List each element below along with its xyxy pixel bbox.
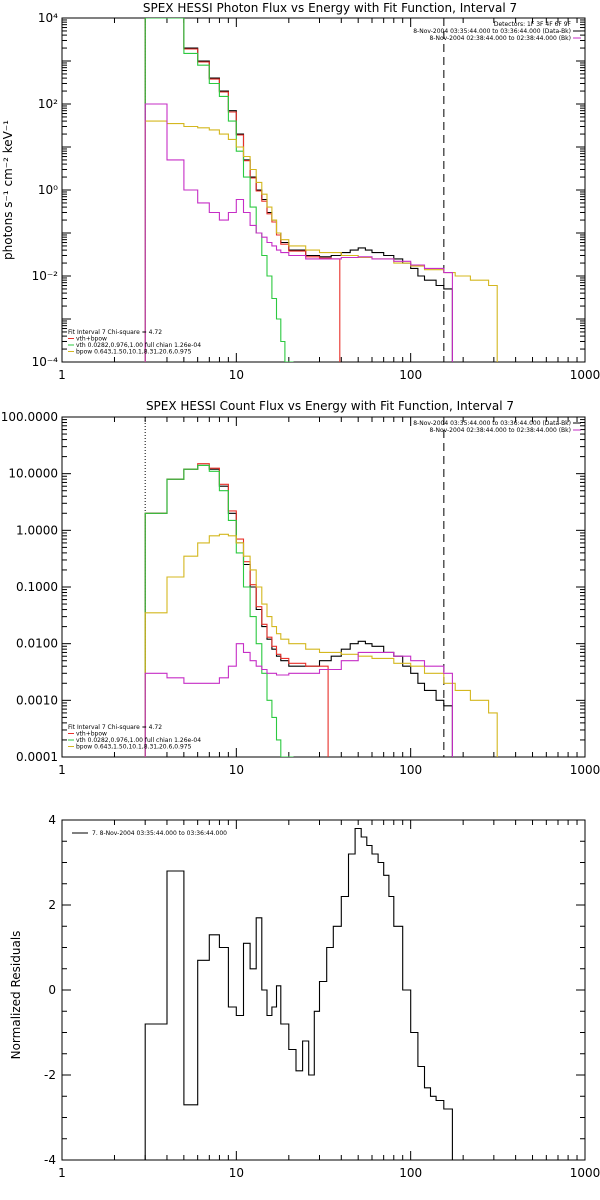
y-tick-label: 0: [48, 983, 56, 997]
legend-bottom-entry: vth+bpow: [76, 731, 107, 738]
x-tick-label: 1000: [570, 368, 600, 382]
x-tick-label: 10: [229, 368, 244, 382]
series-bk-line: [144, 643, 453, 757]
y-axis-label: Normalized Residuals: [9, 931, 23, 1060]
legend-bottom-entry: vth 0.0282,0.976,1.00 full chian 1.26e-0…: [76, 737, 201, 744]
legend-bottom-entry: bpow 0.643,1.50,10.1,8.31,20.6,0.975: [76, 349, 192, 356]
legend-bottom-entry: vth 0.0282,0.976,1.00 full chian 1.26e-0…: [76, 342, 201, 349]
x-tick-label: 10: [229, 763, 244, 777]
plot-frame: [61, 416, 586, 758]
y-axis-label: photons s⁻¹ cm⁻² keV⁻¹: [1, 120, 15, 260]
x-tick-label: 1: [58, 1166, 66, 1180]
x-tick-label: 1000: [570, 1166, 600, 1180]
legend-top-entry: Detectors: 1F 3F 4F 6F 9F: [494, 21, 572, 28]
y-tick-label: 10⁻²: [32, 269, 59, 283]
x-tick-label: 1: [58, 763, 66, 777]
y-tick-label: 0.0010: [16, 693, 58, 707]
legend-entry: 7. 8-Nov-2004 03:35:44.000 to 03:36:44.0…: [92, 830, 227, 837]
series-7-8-nov-2004-03-35-44-000-to-03-36-44-000-line: [144, 827, 453, 1160]
x-tick-label: 100: [399, 368, 422, 382]
x-tick-label: 1: [58, 368, 66, 382]
y-tick-label: 4: [48, 813, 56, 827]
series-vth-line: [144, 18, 294, 362]
y-tick-label: 10²: [38, 97, 58, 111]
y-tick-label: 1.0000: [16, 523, 58, 537]
series-vth-bpow-line: [144, 18, 341, 362]
series-data-bk-line: [144, 464, 453, 757]
series-vth-line: [144, 464, 294, 757]
legend-bottom-entry: vth+bpow: [76, 336, 107, 343]
legend-bottom-entry: bpow 0.643,1.50,10.1,8.31,20.6,0.975: [76, 744, 192, 751]
legend-top-entry: 8-Nov-2004 02:38:44.000 to 02:38:44.000 …: [429, 35, 571, 42]
x-tick-label: 100: [399, 763, 422, 777]
y-tick-label: 0.1000: [16, 580, 58, 594]
series-bpow-line: [144, 533, 498, 757]
y-tick-label: 0.0100: [16, 637, 58, 651]
legend-top-entry: 8-Nov-2004 03:35:44.000 to 03:36:44.000 …: [413, 28, 571, 35]
legend-bottom-entry: Fit Interval 7 Chi-square = 4.72: [68, 329, 162, 336]
y-tick-label: -2: [44, 1068, 56, 1082]
residuals-panel: Normalized Residuals 1 10 100 1000 -4 -2 0 2 4 7.…: [9, 813, 600, 1180]
series-bpow-line: [144, 120, 498, 362]
y-tick-label: 10⁰: [38, 183, 58, 197]
y-tick-label: -4: [44, 1153, 56, 1167]
plot-frame: [61, 17, 586, 363]
x-tick-label: 1000: [570, 763, 600, 777]
y-tick-label: 10⁻⁴: [32, 355, 59, 369]
y-tick-label: 2: [48, 898, 56, 912]
legend-top-entry: 8-Nov-2004 02:38:44.000 to 02:38:44.000 …: [429, 427, 571, 434]
y-tick-label: 0.0001: [16, 750, 58, 764]
chart-title: SPEX HESSI Photon Flux vs Energy with Fi…: [143, 1, 517, 15]
x-tick-label: 10: [229, 1166, 244, 1180]
x-tick-label: 100: [399, 1166, 422, 1180]
plot-frame: [61, 819, 586, 1161]
y-tick-label: 10.0000: [8, 467, 58, 481]
legend-bottom-entry: Fit Interval 7 Chi-square = 4.72: [68, 724, 162, 731]
chart-title: SPEX HESSI Count Flux vs Energy with Fit…: [146, 399, 514, 413]
y-tick-label: 10⁴: [38, 11, 58, 25]
series-bk-line: [144, 103, 453, 362]
count-flux-panel: SPEX HESSI Count Flux vs Energy with Fit…: [1, 399, 600, 777]
series-vth-bpow-line: [144, 463, 329, 757]
photon-flux-panel: SPEX HESSI Photon Flux vs Energy with Fi…: [1, 1, 600, 382]
legend-top-entry: 8-Nov-2004 03:35:44.000 to 03:36:44.000 …: [413, 420, 571, 427]
y-tick-label: 100.0000: [1, 410, 58, 424]
